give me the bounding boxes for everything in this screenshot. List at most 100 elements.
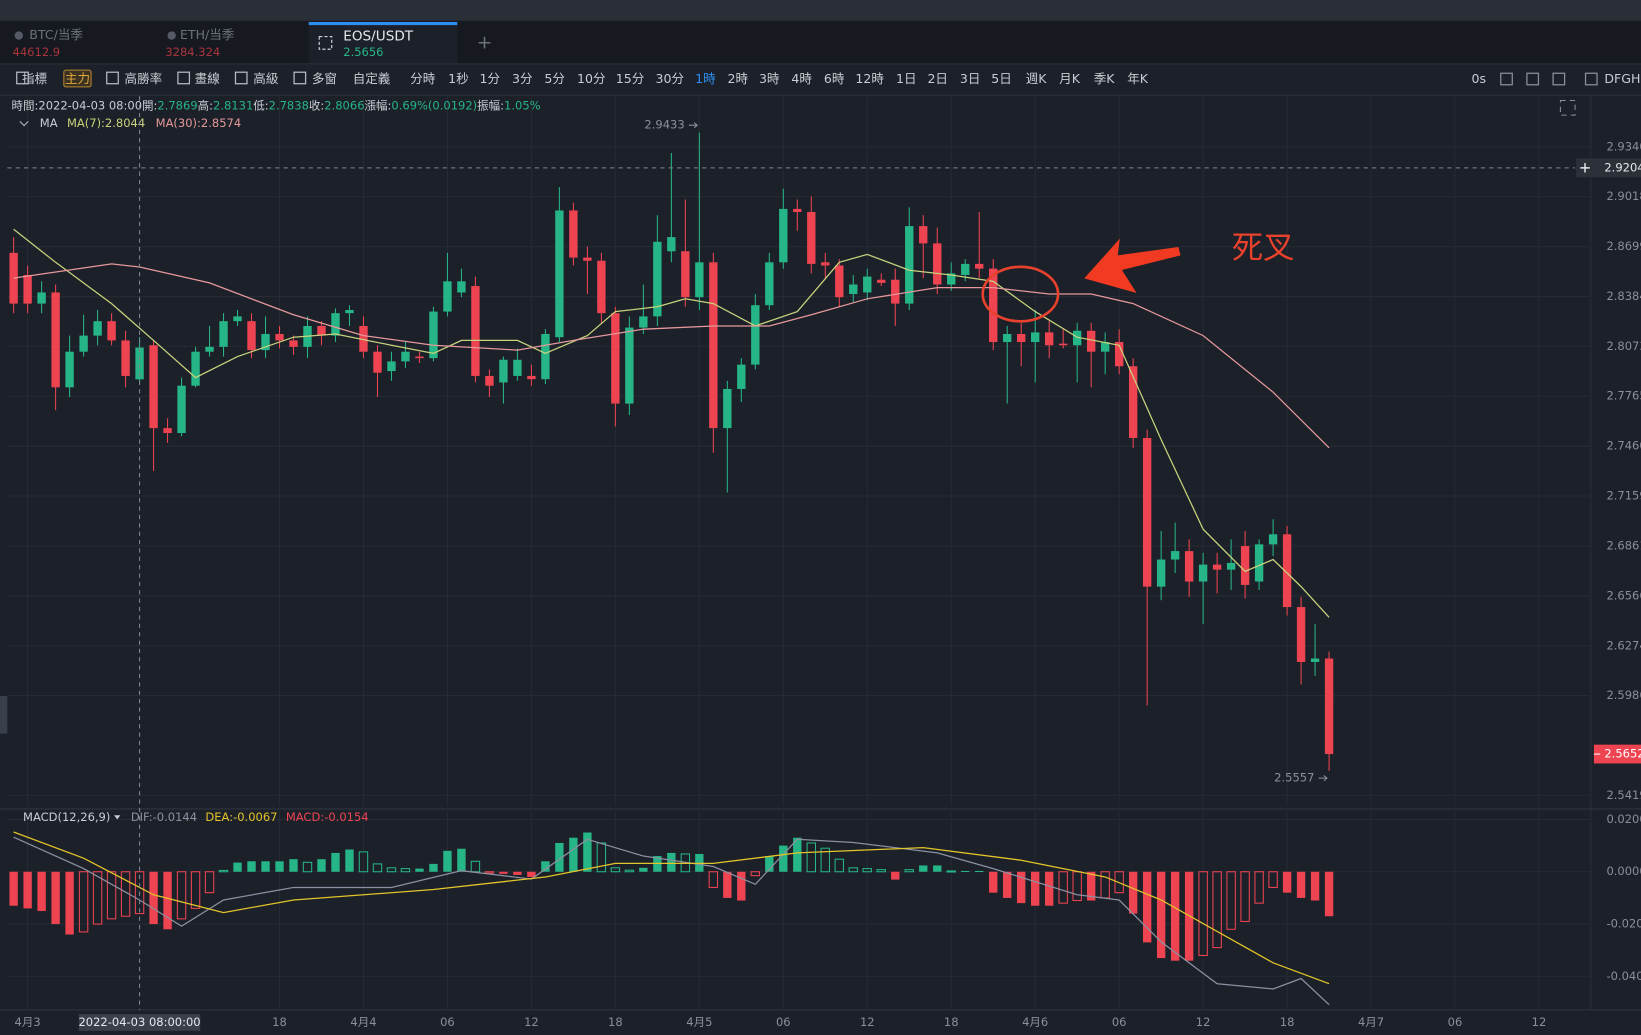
candle-body [23,274,32,304]
x-tick-label: 12 [860,1015,875,1029]
candle-body [359,325,368,352]
add-tab[interactable]: + [477,32,493,53]
toolbar-icon[interactable] [1526,72,1540,86]
toolbar-item[interactable]: 畫線 [195,71,221,86]
ma-line [13,228,1330,618]
toolbar-item[interactable]: 週K [1026,71,1048,86]
candle-body [107,321,116,341]
candle-body [905,226,914,304]
toolbar-item[interactable]: 1時 [695,71,716,86]
x-tick-label: 18 [944,1015,959,1029]
toolbar-item[interactable]: 12時 [855,71,884,86]
toolbar-icon[interactable] [1584,72,1598,86]
macd-bar [933,865,942,872]
macd-bar [134,871,145,915]
x-tick-label: 06 [776,1015,791,1029]
toolbar-item[interactable]: 4時 [791,71,812,86]
toolbar-icon[interactable] [1500,72,1513,86]
candle-body [191,351,200,386]
candle-body [863,276,872,293]
toolbar-item[interactable]: 高勝率 [125,71,163,86]
toolbar-item[interactable]: 0s [1472,71,1487,86]
macd-bar [1031,871,1040,906]
toolbar-item[interactable]: 分時 [410,71,436,86]
toolbar-item[interactable]: 多窗 [312,71,337,86]
toolbar-item[interactable]: 月K [1059,71,1081,86]
arrow [1084,238,1181,294]
macd-bar [1156,871,1166,959]
macd-bar [708,871,719,888]
macd-bar [1240,871,1250,922]
toolbar-item[interactable]: 1日 [896,71,917,86]
macd-bar [37,871,46,911]
toolbar-item[interactable]: 自定義 [353,71,391,86]
macd-bar [1226,871,1236,930]
side-handle[interactable] [0,695,8,734]
toolbar-item[interactable]: 2時 [728,71,749,86]
fullscreen-icon[interactable] [1559,99,1576,116]
toolbar-item[interactable]: DFGH [1604,71,1640,86]
toolbar-item[interactable]: 5日 [991,71,1012,86]
tab-price: 3284.324 [165,45,220,59]
y-tick-label: 2.8073 [1606,339,1641,353]
toolbar-item[interactable]: 季K [1094,71,1116,86]
candle-body [1156,559,1166,587]
toolbar-item[interactable]: 10分 [577,71,606,86]
x-tick-label: 06 [440,1015,455,1029]
x-tick-label: 06 [1448,1015,1463,1029]
candle-body [1170,551,1180,560]
macd-bar [233,862,242,872]
candle-body [135,347,144,380]
toolbar-icon[interactable] [1552,72,1566,86]
macd-bar [569,837,578,872]
toolbar-item[interactable]: 1秒 [448,71,469,86]
toolbar-item[interactable]: 1分 [480,71,501,86]
toolbar-item[interactable]: 5分 [544,71,565,86]
tab-name[interactable]: ETH/当季 [180,27,235,42]
candle-body [513,359,522,376]
macd-bar [527,871,536,877]
macd-bar [1198,871,1208,956]
macd-bar [218,869,229,873]
candle-body [149,345,158,429]
candle-body [639,316,648,328]
macd-bar [1017,871,1026,904]
info-label: 振幅: [477,98,504,112]
toolbar-item[interactable]: 高級 [253,71,279,86]
macd-bar [737,871,746,901]
toolbar-item[interactable]: 3分 [512,71,533,86]
macd-bar [1086,871,1096,901]
tab-name[interactable]: EOS/USDT [343,29,414,45]
info-value: 2022-04-03 08:00 [38,98,142,112]
tab-name[interactable]: BTC/当季 [29,27,83,42]
toolbar-item[interactable]: 30分 [656,71,685,86]
candle-body [849,284,858,295]
candle-body [807,212,816,264]
candle-body [625,327,634,404]
info-value: 2.8131 [213,98,253,112]
toolbar-item[interactable]: 6時 [824,71,845,86]
toolbar-item[interactable]: 3時 [759,71,780,86]
toolbar-item[interactable]: 3日 [960,71,981,86]
macd-bar [261,861,270,872]
candle-body [345,309,354,314]
candle-body [1058,343,1068,346]
crosshair-x-box [78,1014,201,1031]
dropdown-icon [114,815,121,820]
toolbar-item[interactable]: 15分 [616,71,645,86]
candle-body [681,251,690,298]
toolbar-item[interactable]: 年K [1127,71,1149,86]
crosshair-x-label: 2022-04-03 08:00:00 [78,1015,200,1029]
toolbar-item[interactable]: 主力 [65,71,90,86]
macd-bar [358,851,369,873]
macd-bar [176,871,187,920]
y-tick-label: 2.6566 [1606,588,1641,602]
x-tick-label: 4月5 [686,1015,712,1029]
toolbar-item[interactable]: 2日 [927,71,948,86]
candle-body [765,262,774,306]
macd-bar [149,871,158,925]
candle-body [611,313,620,404]
